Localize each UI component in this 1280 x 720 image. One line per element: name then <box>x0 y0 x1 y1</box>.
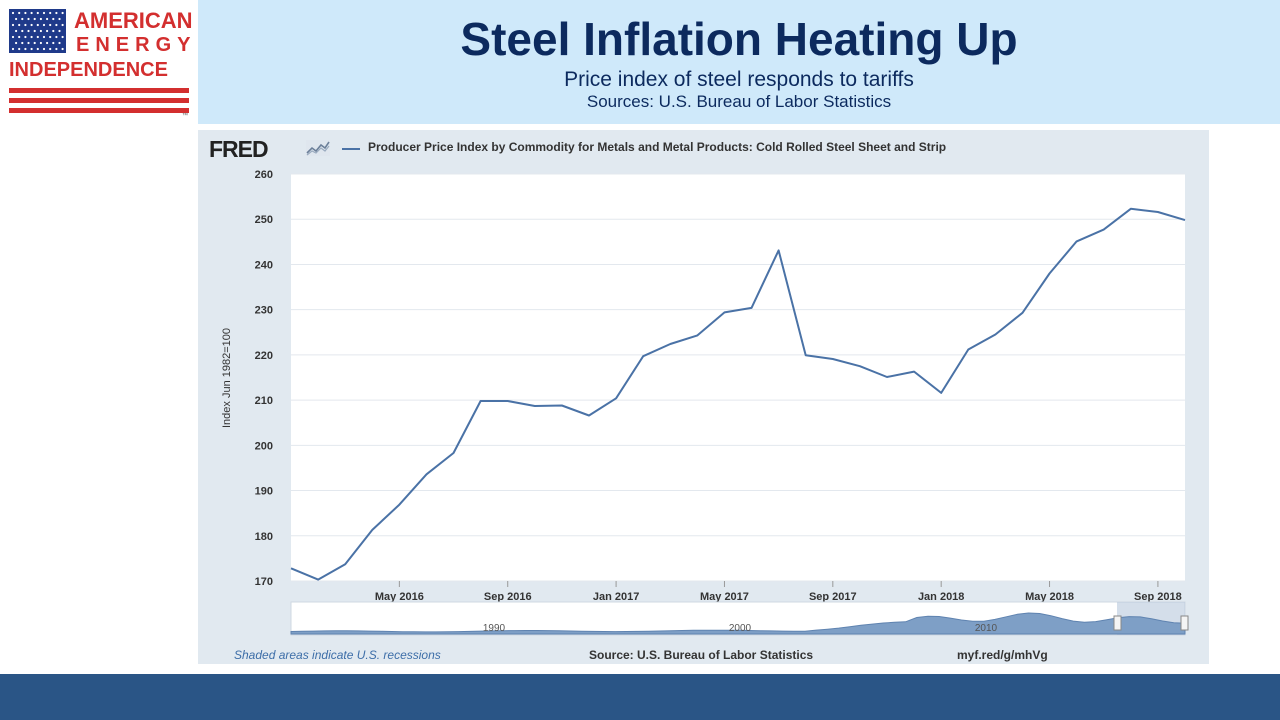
fred-logo: FRED <box>209 136 269 162</box>
y-tick-label: 190 <box>255 486 273 498</box>
navigator-label: 2000 <box>729 623 752 634</box>
x-tick-label: Sep 2017 <box>809 591 857 603</box>
logo-stripe <box>9 88 189 93</box>
line-chart: 170 180 190 200 210 220 230 240 250 260 May 2016 S… <box>221 169 1189 636</box>
logo-line-independence: INDEPENDENCE <box>9 59 168 81</box>
footer-bar <box>0 674 1280 720</box>
series-title: Producer Price Index by Commodity for Me… <box>368 140 947 154</box>
navigator-label: 1990 <box>483 623 506 634</box>
fred-graph-icon <box>306 140 330 156</box>
navigator-left-handle[interactable] <box>1113 615 1122 631</box>
y-tick-label: 180 <box>255 531 273 543</box>
header-banner: Steel Inflation Heating Up Price index o… <box>198 0 1280 124</box>
recession-note: Shaded areas indicate U.S. recessions <box>234 648 441 662</box>
chart-short-link[interactable]: myf.red/g/mhVg <box>957 648 1048 662</box>
logo-stripe <box>9 108 189 113</box>
x-tick-label: May 2017 <box>700 591 749 603</box>
x-tick-label: Jan 2017 <box>593 591 639 603</box>
y-tick-label: 240 <box>255 259 273 271</box>
x-tick-label: May 2016 <box>375 591 424 603</box>
navigator-right-handle[interactable] <box>1180 615 1189 631</box>
navigator-label: 2010 <box>975 623 998 634</box>
logo-line-american: AMERICAN <box>74 8 193 33</box>
x-tick-label: Sep 2018 <box>1134 591 1182 603</box>
x-tick-label: Sep 2016 <box>484 591 532 603</box>
y-tick-label: 200 <box>255 440 273 452</box>
y-tick-label: 170 <box>255 576 273 588</box>
y-tick-label: 260 <box>255 169 273 181</box>
range-navigator[interactable]: 1990 2000 2010 <box>290 601 1189 636</box>
page-subtitle: Price index of steel responds to tariffs <box>564 68 914 91</box>
page-title: Steel Inflation Heating Up <box>460 13 1018 65</box>
y-axis-label: Index Jun 1982=100 <box>221 328 233 428</box>
legend-swatch <box>342 148 360 150</box>
y-tick-label: 220 <box>255 350 273 362</box>
flag-icon <box>9 9 66 53</box>
series-line <box>290 207 1186 581</box>
y-tick-label: 250 <box>255 214 273 226</box>
y-tick-label: 230 <box>255 305 273 317</box>
logo-line-energy: ENERGY <box>76 34 197 56</box>
y-tick-label: 210 <box>255 395 273 407</box>
plot-area <box>291 174 1185 581</box>
page-sources: Sources: U.S. Bureau of Labor Statistics <box>586 92 892 111</box>
chart-source: Source: U.S. Bureau of Labor Statistics <box>589 648 814 662</box>
x-tick-label: May 2018 <box>1025 591 1074 603</box>
x-tick-label: Jan 2018 <box>918 591 964 603</box>
trademark-mark: ™ <box>182 113 188 119</box>
fred-chart-panel: FRED Producer Price Index by Commodity f… <box>198 130 1209 664</box>
company-logo: AMERICAN ENERGY INDEPENDENCE ™ <box>0 0 196 124</box>
logo-stripe <box>9 98 189 103</box>
